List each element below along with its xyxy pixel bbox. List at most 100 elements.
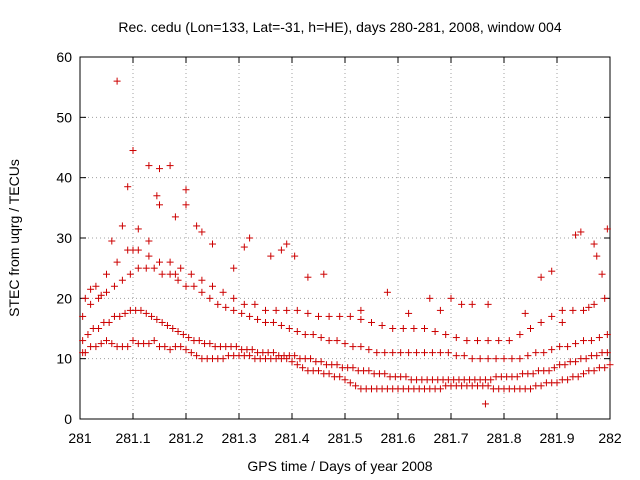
data-point: [84, 331, 92, 339]
data-point: [230, 294, 238, 302]
data-point: [277, 246, 285, 254]
data-point: [137, 306, 145, 314]
data-point: [378, 321, 386, 329]
data-point: [219, 355, 227, 363]
data-point: [95, 325, 103, 332]
data-point: [145, 340, 153, 348]
data-point: [246, 234, 254, 242]
data-point: [166, 258, 174, 266]
data-point: [381, 349, 389, 357]
data-point: [145, 237, 153, 245]
data-point: [529, 370, 537, 378]
data-point: [246, 352, 254, 360]
chart-title: Rec. cedu (Lon=133, Lat=-31, h=HE), days…: [118, 19, 561, 35]
data-point: [153, 192, 161, 200]
data-point: [309, 331, 317, 339]
data-point: [232, 343, 240, 351]
data-point: [118, 222, 126, 230]
data-point: [315, 312, 322, 320]
data-point: [182, 201, 190, 209]
data-point: [593, 252, 601, 260]
data-point: [516, 355, 524, 363]
data-point: [564, 376, 572, 384]
x-tick-label: 281.7: [433, 430, 468, 446]
data-point: [436, 306, 444, 314]
data-point: [222, 303, 230, 311]
data-point: [590, 300, 598, 308]
data-point: [402, 373, 410, 381]
data-point: [161, 343, 169, 351]
y-tick-label: 60: [56, 49, 72, 65]
data-point: [182, 346, 190, 354]
data-point: [476, 355, 484, 363]
grid: [80, 57, 610, 419]
data-point: [582, 355, 590, 363]
data-point: [399, 325, 407, 332]
data-point: [81, 294, 89, 302]
data-point: [580, 370, 587, 378]
data-point: [206, 294, 214, 302]
data-point: [113, 77, 121, 85]
data-point: [603, 331, 611, 339]
data-point: [550, 364, 558, 372]
data-point: [177, 264, 185, 272]
data-point: [606, 361, 614, 369]
data-point: [198, 228, 206, 236]
data-point: [484, 355, 492, 363]
data-point: [484, 337, 492, 345]
data-point: [545, 367, 553, 375]
data-point: [405, 309, 413, 317]
data-point: [508, 355, 516, 363]
x-tick-label: 281.6: [380, 430, 415, 446]
data-point: [185, 334, 193, 342]
data-point: [317, 334, 325, 342]
data-point: [240, 243, 248, 251]
data-point: [603, 225, 611, 233]
data-point: [198, 288, 206, 296]
x-tick-label: 281.2: [168, 430, 203, 446]
data-point: [442, 331, 450, 339]
data-point: [129, 246, 137, 254]
data-point: [105, 318, 113, 326]
data-point: [320, 270, 328, 278]
data-point: [365, 367, 373, 375]
data-point: [516, 331, 524, 339]
data-point: [182, 282, 190, 290]
data-point: [365, 346, 373, 354]
data-point: [500, 355, 508, 363]
data-point: [277, 321, 285, 329]
data-point: [346, 379, 354, 387]
data-point: [187, 349, 195, 357]
data-point: [558, 318, 566, 326]
data-point: [291, 252, 299, 260]
x-tick-label: 281.8: [486, 430, 521, 446]
data-point: [603, 349, 611, 357]
data-point: [304, 309, 312, 317]
data-point: [116, 312, 124, 320]
data-point: [301, 331, 309, 339]
data-point: [156, 258, 163, 266]
data-point: [187, 270, 195, 278]
data-point: [87, 285, 95, 293]
data-point: [174, 276, 182, 284]
data-point: [548, 312, 556, 320]
data-point: [283, 240, 291, 248]
data-point: [561, 361, 569, 369]
data-point: [79, 312, 87, 320]
y-tick-label: 50: [56, 109, 72, 125]
data-point: [97, 340, 105, 348]
data-point: [317, 358, 325, 366]
data-point: [585, 303, 593, 311]
data-point: [230, 264, 238, 272]
data-point: [580, 306, 587, 314]
data-point: [121, 309, 129, 317]
data-point: [251, 300, 259, 308]
data-point: [103, 288, 110, 296]
data-point: [148, 312, 156, 320]
data-point: [527, 385, 534, 393]
data-point: [373, 349, 381, 357]
data-point: [458, 300, 466, 308]
data-point: [413, 349, 421, 357]
data-point: [577, 228, 585, 236]
data-point: [248, 346, 256, 354]
